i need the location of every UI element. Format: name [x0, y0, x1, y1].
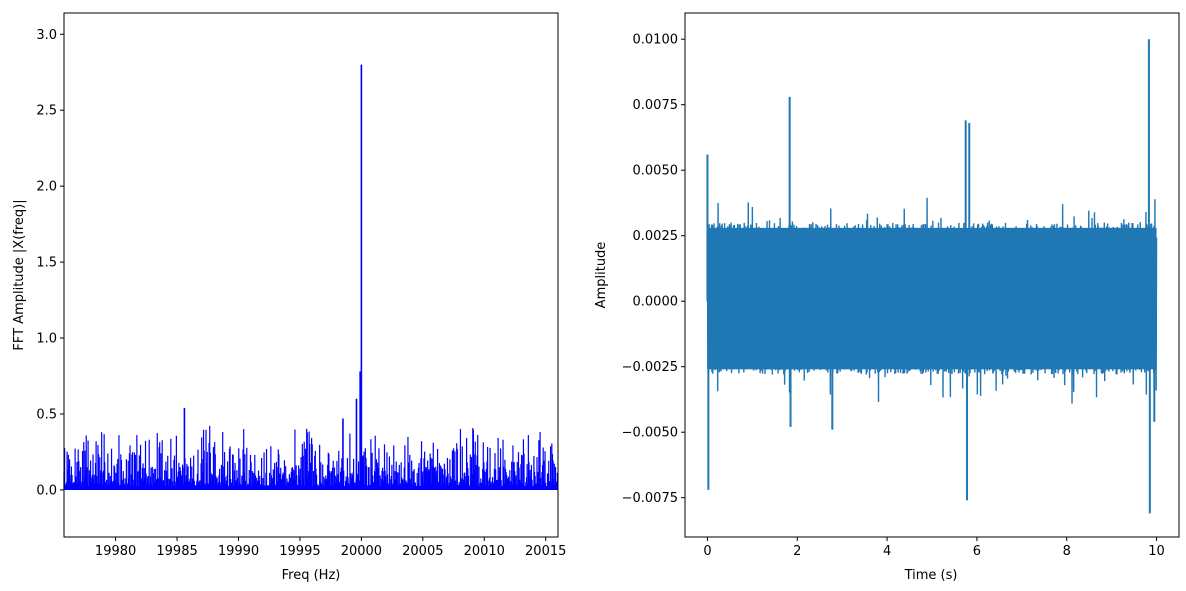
signal-band	[707, 227, 1157, 370]
y-tick-label: −0.0075	[622, 491, 678, 506]
fft-plot-frame	[63, 12, 559, 538]
y-tick-label: 0.0050	[633, 164, 679, 179]
x-tick-label: 6	[973, 544, 981, 559]
x-tick-label: 10	[1148, 544, 1165, 559]
y-tick-label: 3.0	[36, 28, 57, 43]
y-tick-label: 2.5	[36, 104, 57, 119]
time-chart: 0 2 4 6 8 10 −0.0075 −0.0050 −0.0025 0.0000 0.002…	[594, 12, 1180, 583]
x-tick-label: 20000	[341, 544, 382, 559]
time-series-line	[706, 39, 1158, 514]
x-tick-label: 2	[793, 544, 801, 559]
y-tick-label: −0.0025	[622, 360, 678, 375]
y-tick-label: 2.0	[36, 180, 57, 195]
x-tick-label: 20005	[402, 544, 443, 559]
y-tick-label: 0.0075	[633, 98, 679, 113]
x-tick-label: 8	[1063, 544, 1071, 559]
time-x-axis-label: Time (s)	[904, 568, 958, 583]
y-tick-label: −0.0050	[622, 426, 678, 441]
x-tick-label: 19995	[279, 544, 320, 559]
y-tick-label: 0.0	[36, 483, 57, 498]
time-x-ticks: 0 2 4 6 8 10	[703, 537, 1165, 559]
x-tick-label: 19990	[218, 544, 259, 559]
x-tick-label: 19980	[95, 544, 136, 559]
fft-x-ticks: 19980 19985 19990 19995 20000 20005 20010 20015	[95, 537, 566, 559]
fft-x-axis-label: Freq (Hz)	[282, 568, 341, 583]
y-tick-label: 0.5	[36, 407, 57, 422]
time-y-ticks: −0.0075 −0.0050 −0.0025 0.0000 0.0025 0.0050 0…	[622, 33, 685, 506]
fft-chart: 19980 19985 19990 19995 20000 20005 20010 20015…	[12, 12, 566, 583]
y-tick-label: 0.0000	[633, 295, 679, 310]
y-tick-label: 1.0	[36, 332, 57, 347]
fft-baseline	[64, 485, 558, 490]
fft-y-ticks: 0.0 0.5 1.0 1.5 2.0 2.5 3.0	[36, 28, 64, 498]
y-tick-label: 0.0025	[633, 229, 679, 244]
y-tick-label: 0.0100	[633, 33, 679, 48]
time-y-axis-label: Amplitude	[594, 242, 609, 309]
fft-y-axis-label: FFT Amplitude |X(freq)|	[12, 199, 27, 350]
x-tick-label: 20010	[464, 544, 505, 559]
time-plot-frame	[684, 12, 1180, 538]
y-tick-label: 1.5	[36, 256, 57, 271]
x-tick-label: 4	[883, 544, 891, 559]
x-tick-label: 19985	[156, 544, 197, 559]
x-tick-label: 20015	[525, 544, 566, 559]
x-tick-label: 0	[703, 544, 711, 559]
fft-bars	[63, 64, 558, 490]
